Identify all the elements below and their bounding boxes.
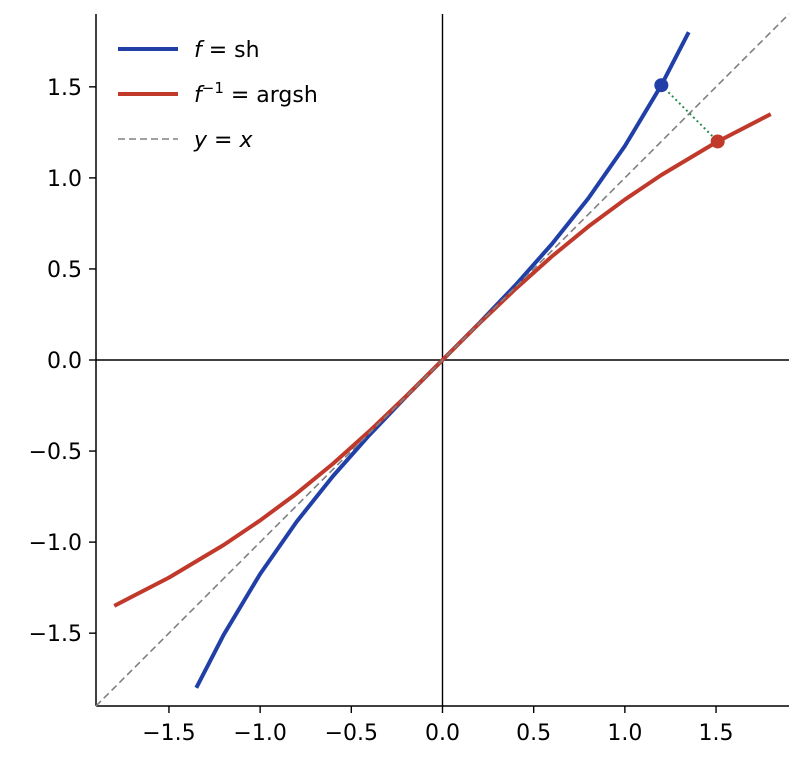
y-tick-label: 0.5 <box>47 258 82 283</box>
y-tick-label: 1.5 <box>47 76 82 101</box>
legend: f = sh f−1 = argsh y = x <box>118 38 318 153</box>
highlight-point-0 <box>654 78 669 93</box>
x-tick-label: 1.5 <box>699 721 734 746</box>
legend-label-1: f−1 = argsh <box>194 79 318 108</box>
connector-line <box>660 84 719 143</box>
x-tick-label: 0.5 <box>516 721 551 746</box>
y-tick-label: 0.0 <box>47 349 82 374</box>
x-tick-label: −1.5 <box>142 721 195 746</box>
legend-label-0: f = sh <box>194 38 260 63</box>
highlight-point-1 <box>710 134 725 149</box>
plot-area <box>95 13 790 707</box>
y-tick-label: 1.0 <box>47 167 82 192</box>
x-tick-label: −1.0 <box>233 721 286 746</box>
y-tick-label: −1.5 <box>29 622 82 647</box>
ticks: −1.5 −1.0 −0.5 0.0 0.5 1.0 1.5 −1.5 −1.0 −0.5 0.0 0… <box>29 76 734 746</box>
legend-label-2: y = x <box>193 128 253 153</box>
x-tick-label: −0.5 <box>325 721 378 746</box>
y-tick-label: −0.5 <box>29 440 82 465</box>
series-line-2 <box>95 13 790 707</box>
y-tick-label: −1.0 <box>29 531 82 556</box>
x-tick-label: 0.0 <box>425 721 460 746</box>
x-tick-label: 1.0 <box>607 721 642 746</box>
